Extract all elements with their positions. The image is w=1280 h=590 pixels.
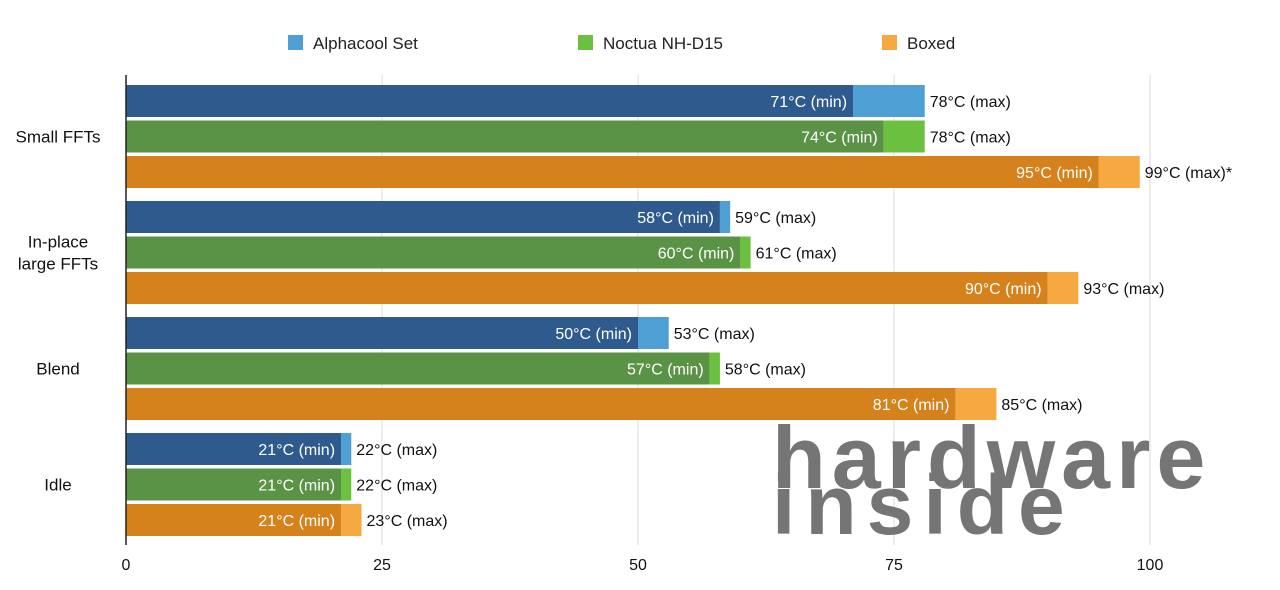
bar-max-1-0 (883, 120, 925, 153)
bar-max-1-3 (341, 468, 352, 501)
data-label-min-1-2: 57°C (min) (627, 362, 704, 379)
data-label-min-0-2: 50°C (min) (555, 326, 632, 343)
bar-max-0-2 (638, 317, 669, 349)
x-tick-label-25: 25 (373, 557, 391, 574)
bar-max-1-1 (740, 236, 751, 269)
data-label-min-2-3: 21°C (min) (258, 513, 335, 530)
watermark-line-2: inside (772, 458, 1075, 552)
x-tick-label-100: 100 (1137, 557, 1164, 574)
bar-max-1-2 (709, 352, 720, 385)
watermark-line-1: hardware (772, 408, 1211, 507)
x-tick-label-50: 50 (629, 557, 647, 574)
category-label-line-1-0: In-place (28, 233, 88, 252)
data-label-min-2-2: 81°C (min) (873, 397, 950, 414)
bar-max-0-3 (341, 433, 352, 465)
axis-layer: 0 25 50 75 100 Small FFTs In-place large FFTs Bl… (16, 75, 1164, 574)
category-label-2: Blend (36, 360, 79, 379)
bar-max-2-0 (1098, 156, 1140, 188)
x-tick-label-0: 0 (122, 557, 131, 574)
bar-min-2-1 (126, 272, 1048, 304)
legend-label-1: Noctua NH-D15 (603, 34, 723, 53)
category-label-line-3-0: Idle (44, 476, 71, 495)
data-label-min-0-3: 21°C (min) (258, 442, 335, 459)
bar-min-2-3 (126, 504, 342, 536)
bar-min-0-1 (126, 201, 720, 233)
legend-swatch-1 (578, 35, 593, 50)
data-label-max-0-1: 59°C (max) (735, 210, 816, 227)
legend-swatch-2 (882, 35, 897, 50)
bar-max-2-3 (341, 504, 362, 536)
data-label-max-0-2: 53°C (max) (674, 326, 755, 343)
data-label-max-0-3: 22°C (max) (356, 442, 437, 459)
bar-min-1-0 (126, 120, 884, 153)
data-label-max-2-0: 99°C (max)* (1145, 165, 1232, 182)
data-label-min-1-0: 74°C (min) (801, 130, 878, 147)
legend-swatch-0 (288, 35, 303, 50)
bar-layer: 71°C (min) 78°C (max) 74°C (min) 78°C (max)… (126, 85, 1232, 536)
data-label-max-1-3: 22°C (max) (356, 478, 437, 495)
bar-min-0-0 (126, 85, 854, 117)
bar-max-2-2 (955, 388, 997, 420)
watermark-logo: hardware inside (772, 408, 1211, 552)
category-label-line-1-1: large FFTs (18, 255, 98, 274)
bar-min-2-0 (126, 156, 1099, 188)
data-label-min-0-1: 58°C (min) (637, 210, 714, 227)
legend-label-2: Boxed (907, 34, 955, 53)
data-label-max-2-2: 85°C (max) (1001, 397, 1082, 414)
data-label-min-2-0: 95°C (min) (1016, 165, 1093, 182)
category-label-0: Small FFTs (16, 128, 101, 147)
bar-max-0-1 (719, 201, 731, 233)
bar-min-0-3 (126, 433, 342, 465)
bar-min-0-2 (126, 317, 638, 349)
x-tick-label-75: 75 (885, 557, 903, 574)
data-label-max-0-0: 78°C (max) (930, 94, 1011, 111)
bar-min-1-1 (126, 236, 741, 269)
legend: Alphacool Set Noctua NH-D15 Boxed (288, 34, 955, 53)
data-label-max-2-3: 23°C (max) (367, 513, 448, 530)
grid-layer (381, 75, 1151, 545)
bar-min-2-2 (126, 388, 956, 420)
data-label-max-2-1: 93°C (max) (1083, 281, 1164, 298)
data-label-min-2-1: 90°C (min) (965, 281, 1042, 298)
data-label-max-1-0: 78°C (max) (930, 130, 1011, 147)
category-label-3: Idle (44, 476, 71, 495)
category-label-line-0-0: Small FFTs (16, 128, 101, 147)
data-label-min-1-3: 21°C (min) (258, 478, 335, 495)
data-label-max-1-2: 58°C (max) (725, 362, 806, 379)
bar-min-1-3 (126, 468, 342, 501)
data-label-min-0-0: 71°C (min) (770, 94, 847, 111)
bar-max-0-0 (853, 85, 925, 117)
legend-label-0: Alphacool Set (313, 34, 418, 53)
bar-max-2-1 (1047, 272, 1079, 304)
data-label-min-1-1: 60°C (min) (658, 246, 735, 263)
category-label-1: In-place large FFTs (18, 233, 98, 274)
bar-min-1-2 (126, 352, 710, 385)
data-label-max-1-1: 61°C (max) (756, 246, 837, 263)
category-label-line-2-0: Blend (36, 360, 79, 379)
